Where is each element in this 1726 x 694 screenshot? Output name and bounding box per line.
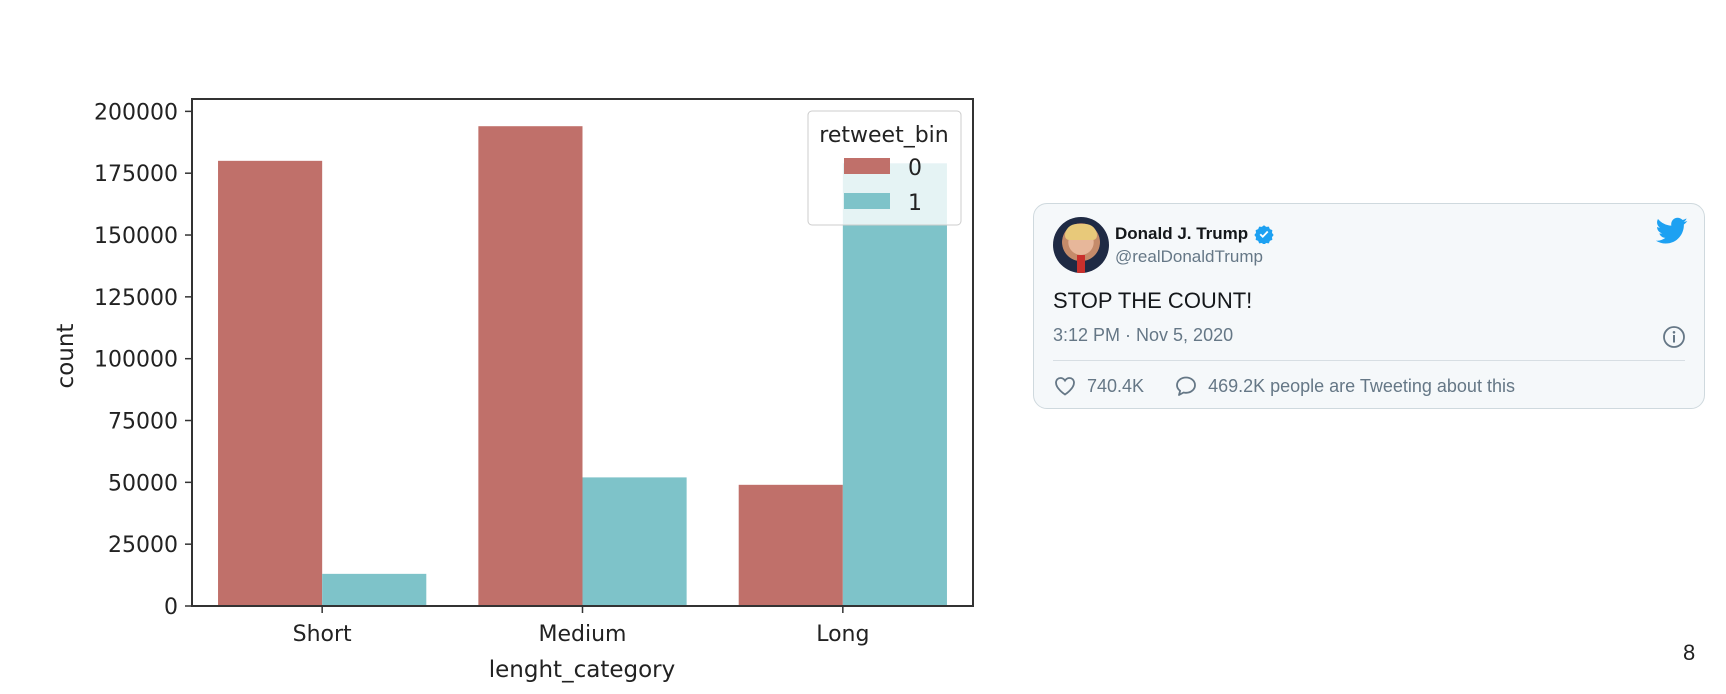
verified-icon bbox=[1254, 225, 1274, 244]
bar-long-series-0 bbox=[738, 484, 843, 606]
stats-row: 740.4K 469.2K people are Tweeting about … bbox=[1053, 374, 1545, 398]
x-tick-label: Short bbox=[293, 622, 352, 647]
legend-swatch-0 bbox=[844, 158, 890, 174]
like-count: 740.4K bbox=[1087, 375, 1145, 396]
handle[interactable]: @realDonaldTrump bbox=[1115, 247, 1263, 266]
x-tick-label: Medium bbox=[539, 622, 627, 647]
y-tick-label: 75000 bbox=[108, 410, 178, 435]
timestamp[interactable]: 3:12 PM · Nov 5, 2020 bbox=[1053, 325, 1234, 345]
bar-medium-series-1 bbox=[582, 477, 687, 606]
bar-long-series-1 bbox=[842, 163, 947, 607]
avatar-tie bbox=[1077, 255, 1085, 273]
name-row: Donald J. Trump bbox=[1115, 224, 1274, 244]
legend-label-1: 1 bbox=[908, 191, 922, 216]
bar-short-series-0 bbox=[218, 160, 323, 606]
tweeting-stat[interactable]: 469.2K people are Tweeting about this bbox=[1174, 374, 1515, 398]
x-axis-title: lenght_category bbox=[489, 657, 675, 683]
x-tick-label: Long bbox=[816, 622, 869, 647]
y-tick-label: 150000 bbox=[94, 224, 178, 249]
y-tick-label: 0 bbox=[164, 595, 178, 620]
bar-medium-series-0 bbox=[478, 126, 583, 606]
tweet-card[interactable]: Donald J. Trump @realDonaldTrump STOP TH… bbox=[1033, 203, 1705, 409]
y-tick-label: 175000 bbox=[94, 162, 178, 187]
heart-icon bbox=[1055, 377, 1075, 396]
tweeting-count: 469.2K people are Tweeting about this bbox=[1208, 375, 1515, 396]
like-stat[interactable]: 740.4K bbox=[1053, 374, 1144, 398]
legend: retweet_bin 0 1 bbox=[807, 110, 962, 226]
legend-title: retweet_bin bbox=[819, 123, 948, 148]
y-tick-label: 50000 bbox=[108, 471, 178, 496]
legend-label-0: 0 bbox=[908, 156, 922, 181]
divider bbox=[1053, 360, 1685, 361]
tweet-text: STOP THE COUNT! bbox=[1053, 288, 1253, 313]
legend-swatch-1 bbox=[844, 193, 890, 209]
y-tick-label: 200000 bbox=[94, 100, 178, 125]
twitter-logo-icon[interactable] bbox=[1656, 217, 1688, 245]
y-tick-label: 25000 bbox=[108, 533, 178, 558]
avatar[interactable] bbox=[1053, 217, 1109, 273]
bar-short-series-1 bbox=[322, 573, 427, 606]
comment-icon bbox=[1176, 376, 1196, 396]
y-axis-title: count bbox=[53, 324, 79, 389]
y-tick-label: 100000 bbox=[94, 348, 178, 373]
display-name[interactable]: Donald J. Trump bbox=[1115, 224, 1249, 243]
avatar-hair bbox=[1065, 224, 1097, 240]
page-number: 8 bbox=[1683, 640, 1696, 665]
info-icon[interactable] bbox=[1662, 325, 1686, 349]
bar-chart: 0 25000 50000 75000 100000 125000 150000 175000… bbox=[53, 98, 974, 683]
y-tick-label: 125000 bbox=[94, 286, 178, 311]
